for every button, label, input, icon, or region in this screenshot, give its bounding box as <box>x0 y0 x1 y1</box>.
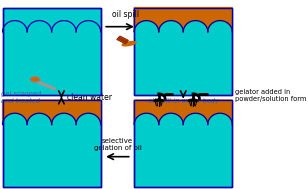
Polygon shape <box>159 8 183 32</box>
Polygon shape <box>208 100 232 125</box>
Polygon shape <box>27 100 52 125</box>
Polygon shape <box>208 8 232 32</box>
Polygon shape <box>159 100 183 125</box>
Bar <box>2 8 101 94</box>
Bar <box>134 8 232 94</box>
Text: oil spill in water body: oil spill in water body <box>148 98 219 104</box>
Text: selective
gelation of oil: selective gelation of oil <box>94 138 141 151</box>
Bar <box>134 8 232 94</box>
Polygon shape <box>134 8 159 32</box>
Text: gelator added in
powder/solution form: gelator added in powder/solution form <box>235 89 306 102</box>
Polygon shape <box>154 99 164 101</box>
Bar <box>2 100 101 187</box>
Polygon shape <box>134 100 159 125</box>
Bar <box>2 8 101 94</box>
Polygon shape <box>2 100 27 125</box>
Polygon shape <box>188 99 198 101</box>
Bar <box>2 100 101 187</box>
Ellipse shape <box>30 77 40 82</box>
Ellipse shape <box>122 42 136 46</box>
Polygon shape <box>183 100 208 125</box>
Polygon shape <box>76 100 101 125</box>
Polygon shape <box>117 36 128 44</box>
Bar <box>134 100 232 187</box>
Text: oil spill: oil spill <box>111 10 139 19</box>
Polygon shape <box>52 100 76 125</box>
Polygon shape <box>183 8 208 32</box>
Bar <box>134 100 232 187</box>
Text: clean water: clean water <box>67 93 111 102</box>
Text: gel scooped
and treated: gel scooped and treated <box>1 91 41 104</box>
